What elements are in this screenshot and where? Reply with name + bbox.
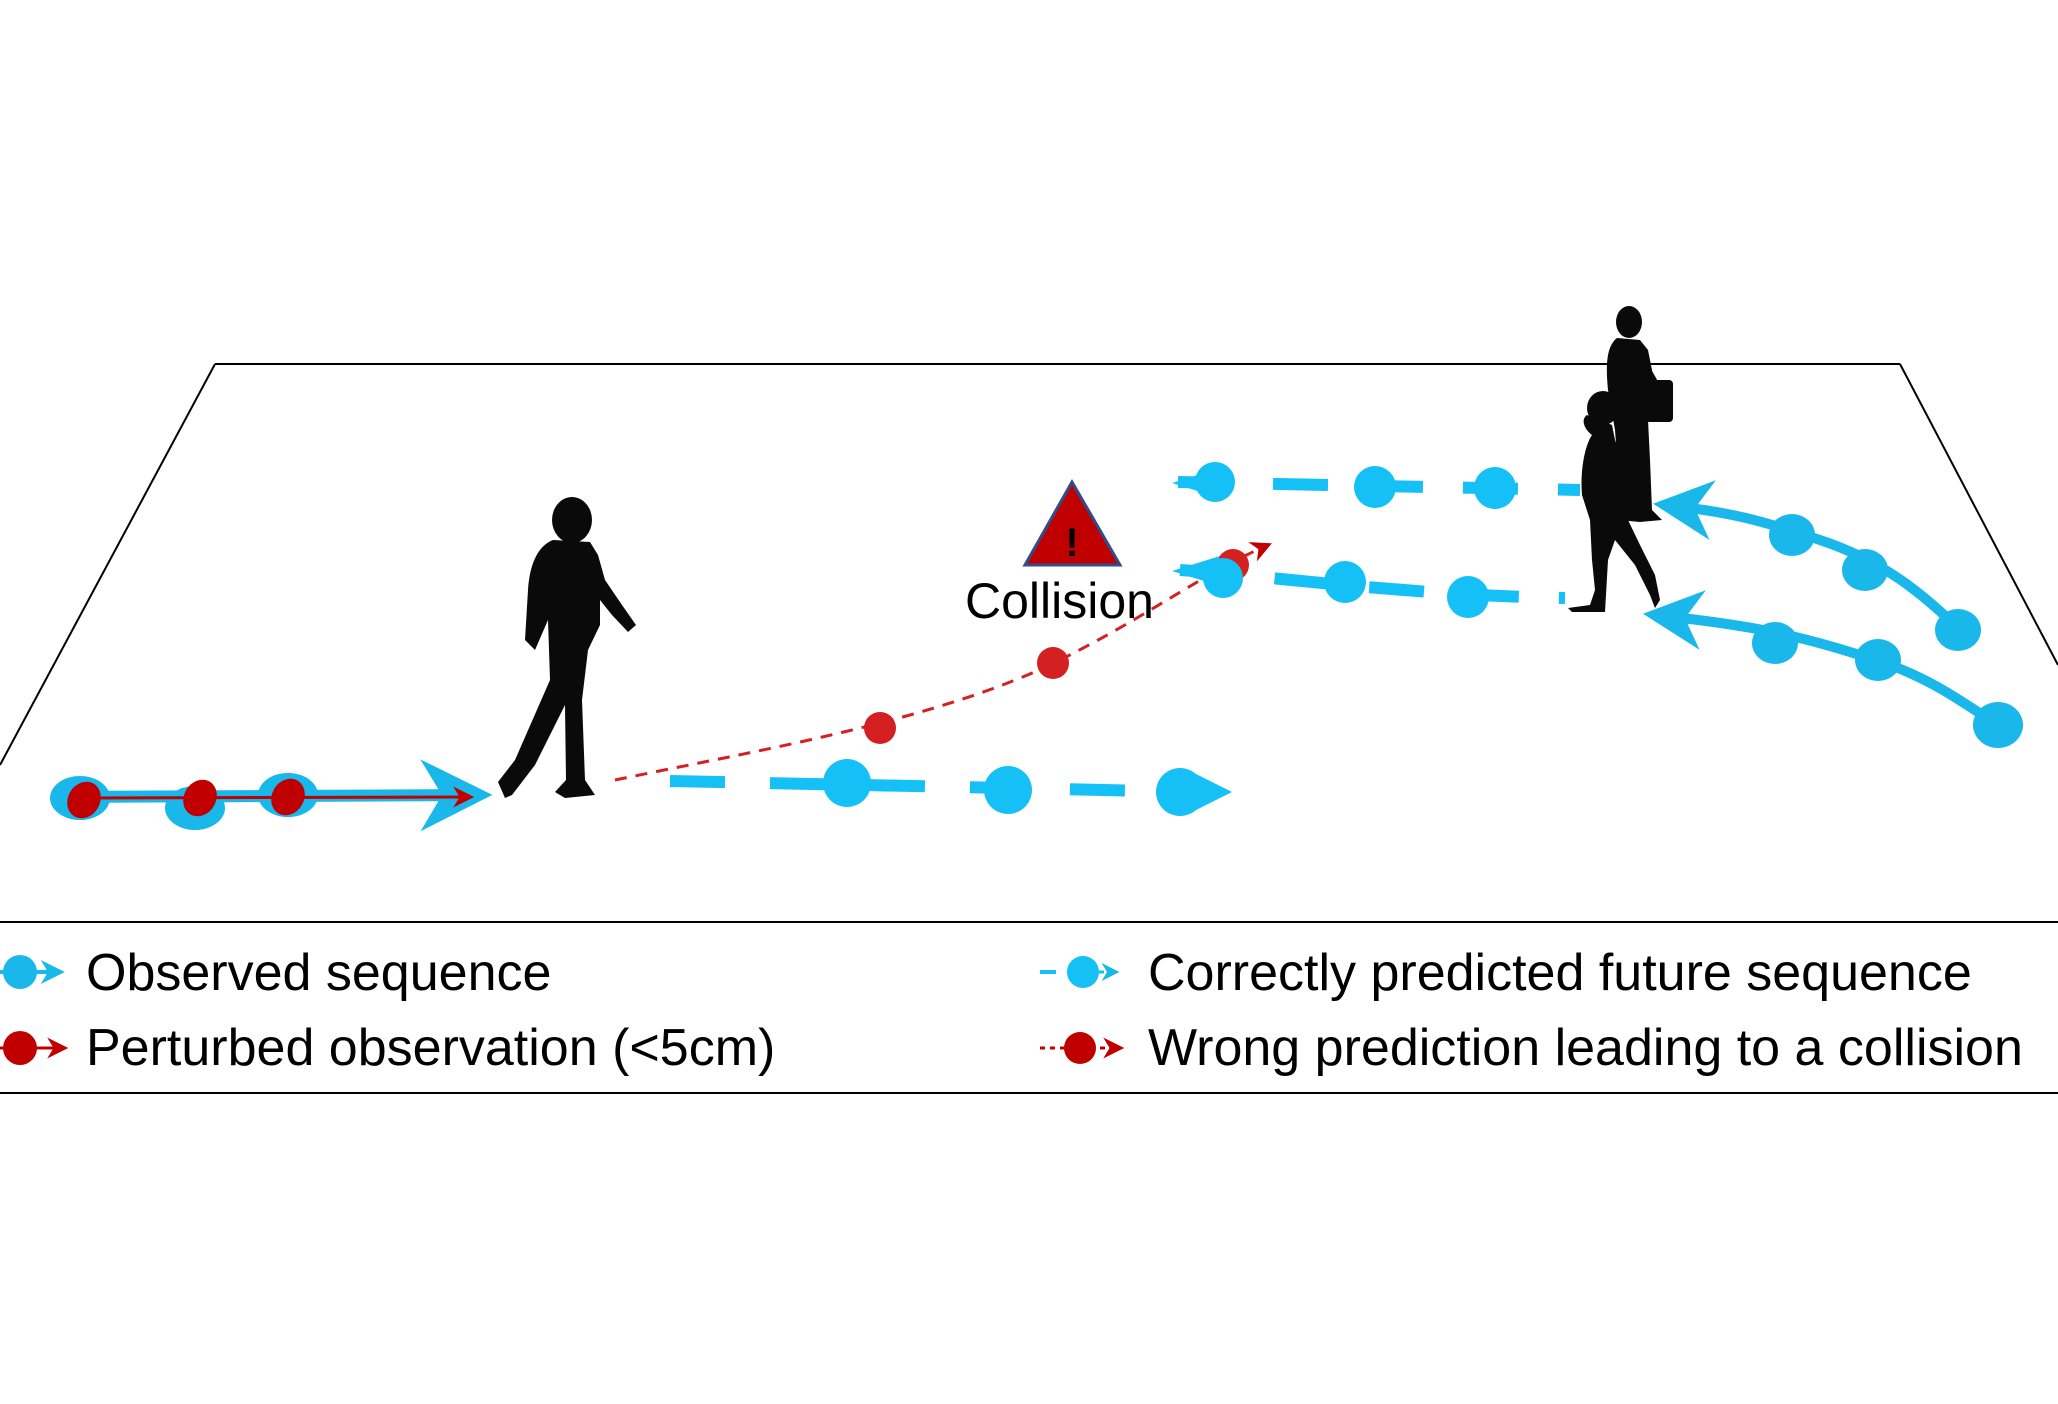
wrong-prediction-icon bbox=[1040, 1032, 1125, 1064]
collision-label: Collision bbox=[965, 573, 1154, 629]
correct-prediction-icon bbox=[1040, 956, 1120, 988]
legend-item-wrong: Wrong prediction leading to a collision bbox=[1040, 1019, 2023, 1077]
plane-right-edge bbox=[1899, 363, 2058, 666]
observed-trajectory-right-upper bbox=[1653, 480, 1981, 651]
plane-left-edge bbox=[0, 363, 216, 766]
warning-glyph: ! bbox=[1065, 521, 1078, 565]
legend-label: Observed sequence bbox=[86, 944, 551, 1002]
observed-sequence-icon bbox=[0, 955, 65, 989]
perturbed-point bbox=[67, 781, 101, 819]
legend-item-correct: Correctly predicted future sequence bbox=[1040, 944, 1972, 1002]
legend-item-observed: Observed sequence bbox=[0, 944, 551, 1002]
legend-label: Perturbed observation (<5cm) bbox=[86, 1019, 775, 1077]
warning-triangle-icon: ! bbox=[1022, 478, 1123, 567]
ground-plane bbox=[0, 364, 2058, 910]
predicted-trajectory-left bbox=[669, 759, 1232, 816]
observed-trajectory-left bbox=[50, 759, 493, 832]
legend-item-perturbed: Perturbed observation (<5cm) bbox=[0, 1019, 775, 1077]
wrong-prediction-trajectory bbox=[614, 542, 1272, 782]
perturbed-point bbox=[271, 778, 305, 816]
wrong-point bbox=[1037, 647, 1069, 679]
perturbed-observation-icon bbox=[0, 1031, 69, 1065]
predicted-trajectory-lower bbox=[1172, 556, 1566, 618]
legend-label: Wrong prediction leading to a collision bbox=[1148, 1019, 2023, 1077]
pedestrian-left-silhouette bbox=[498, 497, 636, 798]
perturbed-point bbox=[183, 779, 217, 817]
legend-label: Correctly predicted future sequence bbox=[1148, 944, 1972, 1002]
wrong-point bbox=[864, 712, 896, 744]
predicted-trajectory-upper bbox=[1172, 462, 1581, 509]
observed-trajectory-right-lower bbox=[1643, 590, 2023, 748]
pedestrian-right-woman-silhouette bbox=[1568, 391, 1660, 612]
